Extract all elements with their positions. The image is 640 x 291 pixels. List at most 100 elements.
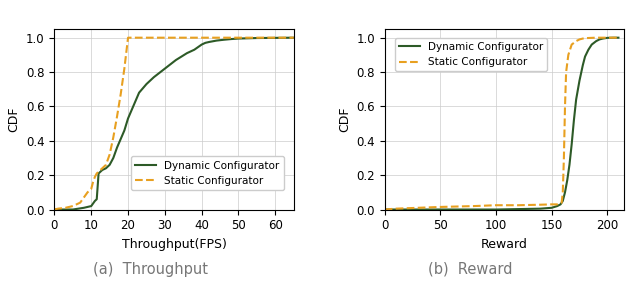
Static Configurator (84, 191, 92, 194)
Static Configurator (593, 36, 600, 40)
Dynamic Configurator (106, 163, 113, 166)
Dynamic Configurator (548, 206, 556, 210)
Static Configurator (598, 36, 605, 40)
Dynamic Configurator (95, 172, 102, 175)
Static Configurator (93, 172, 100, 175)
Dynamic Configurator (566, 163, 573, 166)
Dynamic Configurator (120, 129, 128, 132)
Dynamic Configurator (172, 58, 180, 62)
Static Configurator (120, 67, 128, 70)
Static Configurator (579, 37, 587, 40)
Dynamic Configurator (109, 156, 117, 160)
X-axis label: Reward: Reward (481, 238, 528, 251)
Line: Static Configurator: Static Configurator (385, 38, 618, 210)
Static Configurator (76, 201, 84, 204)
Dynamic Configurator (143, 82, 150, 86)
Static Configurator (588, 36, 596, 40)
Dynamic Configurator (568, 143, 575, 146)
Static Configurator (560, 156, 568, 160)
Dynamic Configurator (554, 204, 561, 208)
Static Configurator (584, 36, 591, 40)
Dynamic Configurator (614, 36, 622, 40)
Dynamic Configurator (235, 37, 243, 40)
Dynamic Configurator (97, 170, 104, 173)
Static Configurator (88, 187, 95, 191)
Line: Dynamic Configurator: Dynamic Configurator (54, 38, 294, 210)
Static Configurator (470, 204, 477, 208)
Static Configurator (548, 203, 556, 206)
Static Configurator (113, 115, 121, 118)
Dynamic Configurator (581, 55, 589, 58)
Dynamic Configurator (557, 203, 564, 206)
Line: Dynamic Configurator: Dynamic Configurator (385, 38, 618, 210)
Dynamic Configurator (537, 207, 545, 210)
Static Configurator (515, 203, 522, 207)
Dynamic Configurator (80, 206, 88, 210)
Dynamic Configurator (135, 91, 143, 94)
Dynamic Configurator (381, 208, 388, 211)
Dynamic Configurator (584, 48, 592, 52)
Dynamic Configurator (150, 75, 157, 79)
Y-axis label: CDF: CDF (338, 107, 351, 132)
Static Configurator (109, 136, 117, 139)
Static Configurator (89, 180, 97, 184)
Static Configurator (117, 93, 125, 96)
Dynamic Configurator (609, 36, 617, 40)
Dynamic Configurator (205, 40, 213, 44)
Dynamic Configurator (271, 36, 279, 40)
Dynamic Configurator (290, 36, 298, 40)
Dynamic Configurator (253, 36, 260, 40)
Dynamic Configurator (198, 43, 205, 46)
X-axis label: Throughput(FPS): Throughput(FPS) (122, 238, 227, 251)
Dynamic Configurator (593, 39, 600, 43)
Dynamic Configurator (93, 198, 100, 201)
Dynamic Configurator (561, 191, 569, 194)
Dynamic Configurator (99, 168, 106, 172)
Static Configurator (143, 36, 150, 40)
Dynamic Configurator (128, 108, 136, 112)
Text: (a)  Throughput: (a) Throughput (93, 262, 208, 276)
Static Configurator (290, 36, 298, 40)
Static Configurator (551, 203, 559, 206)
Static Configurator (124, 36, 132, 40)
Legend: Dynamic Configurator, Static Configurator: Dynamic Configurator, Static Configurato… (131, 156, 284, 190)
Dynamic Configurator (69, 208, 77, 211)
Legend: Dynamic Configurator, Static Configurator: Dynamic Configurator, Static Configurato… (395, 38, 547, 72)
Dynamic Configurator (183, 52, 191, 55)
Dynamic Configurator (132, 100, 140, 103)
Static Configurator (392, 207, 399, 210)
Dynamic Configurator (102, 166, 110, 170)
Dynamic Configurator (191, 48, 198, 52)
Static Configurator (575, 38, 583, 41)
Dynamic Configurator (604, 36, 611, 40)
Dynamic Configurator (572, 98, 580, 101)
Static Configurator (561, 105, 569, 108)
Static Configurator (51, 208, 58, 211)
Line: Static Configurator: Static Configurator (54, 38, 294, 210)
Static Configurator (614, 36, 622, 40)
Static Configurator (564, 53, 572, 57)
Dynamic Configurator (54, 208, 62, 211)
Static Configurator (563, 70, 570, 74)
Dynamic Configurator (599, 37, 607, 40)
Dynamic Configurator (436, 208, 444, 211)
Dynamic Configurator (596, 38, 604, 41)
Static Configurator (414, 206, 422, 210)
Static Configurator (537, 203, 545, 206)
Dynamic Configurator (559, 199, 566, 203)
Dynamic Configurator (588, 43, 596, 46)
Dynamic Configurator (91, 199, 99, 203)
Static Configurator (559, 191, 566, 194)
Static Configurator (61, 206, 69, 210)
Dynamic Configurator (220, 38, 228, 42)
Dynamic Configurator (492, 208, 500, 211)
Static Configurator (572, 39, 580, 43)
Static Configurator (132, 36, 140, 40)
Static Configurator (69, 204, 77, 208)
Y-axis label: CDF: CDF (8, 107, 20, 132)
Static Configurator (492, 203, 500, 207)
Dynamic Configurator (575, 79, 583, 82)
Dynamic Configurator (124, 117, 132, 120)
Dynamic Configurator (570, 118, 578, 122)
Static Configurator (436, 205, 444, 209)
